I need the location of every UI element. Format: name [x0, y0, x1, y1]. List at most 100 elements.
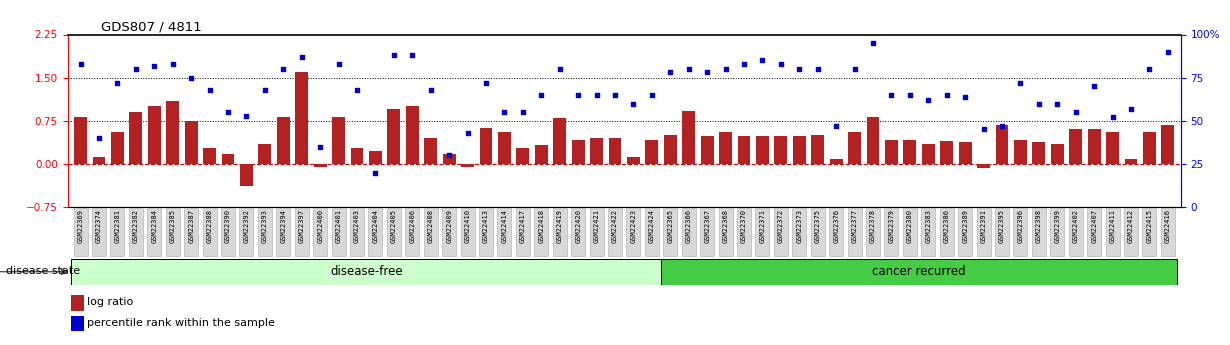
FancyBboxPatch shape [74, 208, 87, 256]
FancyBboxPatch shape [534, 208, 549, 256]
FancyBboxPatch shape [589, 208, 604, 256]
Text: GSM22394: GSM22394 [280, 209, 287, 243]
Point [790, 66, 809, 72]
Bar [535, 146, 547, 164]
Text: GSM22369: GSM22369 [77, 209, 84, 243]
Text: GSM22414: GSM22414 [502, 209, 508, 243]
Bar [940, 141, 953, 164]
Text: GSM22423: GSM22423 [631, 209, 636, 243]
Text: GSM22385: GSM22385 [170, 209, 176, 243]
FancyBboxPatch shape [829, 208, 844, 256]
Bar [775, 136, 787, 164]
Bar [590, 138, 603, 164]
Point [697, 70, 717, 75]
Bar [1050, 144, 1064, 164]
Bar [387, 109, 400, 164]
Point [1066, 109, 1086, 115]
Point [199, 87, 219, 92]
Point [605, 92, 625, 98]
Bar [886, 140, 898, 164]
FancyBboxPatch shape [866, 208, 879, 256]
Text: GSM22420: GSM22420 [576, 209, 581, 243]
Bar [627, 157, 640, 164]
Text: GSM22384: GSM22384 [151, 209, 157, 243]
FancyBboxPatch shape [1032, 208, 1046, 256]
Text: GSM22381: GSM22381 [114, 209, 121, 243]
FancyBboxPatch shape [332, 208, 346, 256]
Bar [1143, 132, 1156, 164]
Point [328, 61, 348, 67]
FancyBboxPatch shape [811, 208, 825, 256]
Point [845, 66, 865, 72]
Point [476, 80, 496, 86]
FancyBboxPatch shape [497, 208, 512, 256]
Text: GSM22379: GSM22379 [888, 209, 894, 243]
Point [365, 170, 385, 175]
Text: GSM22411: GSM22411 [1109, 209, 1116, 243]
Point [421, 87, 440, 92]
Point [679, 66, 699, 72]
Text: GSM22378: GSM22378 [870, 209, 876, 243]
Point [236, 113, 256, 118]
Point [827, 123, 846, 129]
Text: GSM22410: GSM22410 [465, 209, 471, 243]
Bar [921, 144, 935, 164]
FancyBboxPatch shape [405, 208, 419, 256]
Point [624, 101, 643, 106]
Text: GSM22377: GSM22377 [851, 209, 857, 243]
Bar [406, 106, 418, 164]
Bar [1124, 159, 1138, 164]
Point [70, 61, 90, 67]
Text: GSM22366: GSM22366 [686, 209, 691, 243]
Text: GSM22416: GSM22416 [1165, 209, 1171, 243]
FancyBboxPatch shape [387, 208, 401, 256]
Bar [995, 125, 1009, 164]
Point [863, 40, 883, 46]
Text: GSM22374: GSM22374 [96, 209, 102, 243]
Bar [92, 157, 106, 164]
FancyBboxPatch shape [111, 208, 124, 256]
Point [310, 144, 330, 149]
FancyBboxPatch shape [1014, 208, 1027, 256]
Text: GSM22408: GSM22408 [428, 209, 434, 243]
Bar [738, 136, 750, 164]
Text: disease state: disease state [6, 266, 80, 276]
Bar [277, 117, 290, 164]
Point [292, 54, 311, 60]
Text: GSM22415: GSM22415 [1146, 209, 1153, 243]
Point [255, 87, 274, 92]
FancyBboxPatch shape [1143, 208, 1156, 256]
Bar [480, 128, 492, 164]
FancyBboxPatch shape [129, 208, 143, 256]
FancyBboxPatch shape [184, 208, 198, 256]
Text: GSM22372: GSM22372 [777, 209, 784, 243]
Bar [554, 118, 566, 164]
Bar [74, 117, 87, 164]
Point [531, 92, 551, 98]
Point [882, 92, 902, 98]
FancyBboxPatch shape [571, 208, 585, 256]
Bar [609, 138, 621, 164]
Bar [849, 132, 861, 164]
Text: GSM22396: GSM22396 [1017, 209, 1023, 243]
Bar [1161, 125, 1175, 164]
Bar [646, 140, 658, 164]
FancyBboxPatch shape [203, 208, 216, 256]
Bar [461, 164, 474, 167]
Text: GSM22388: GSM22388 [207, 209, 213, 243]
Text: GSM22387: GSM22387 [188, 209, 194, 243]
Text: GSM22375: GSM22375 [814, 209, 820, 243]
Text: GSM22367: GSM22367 [704, 209, 710, 243]
FancyBboxPatch shape [423, 208, 438, 256]
Text: GSM22401: GSM22401 [336, 209, 342, 243]
Bar [812, 135, 824, 164]
Text: GSM22403: GSM22403 [354, 209, 360, 243]
Point [1159, 49, 1178, 55]
FancyBboxPatch shape [1050, 208, 1064, 256]
Point [218, 109, 237, 115]
FancyBboxPatch shape [700, 208, 715, 256]
FancyBboxPatch shape [755, 208, 770, 256]
Text: GSM22400: GSM22400 [317, 209, 323, 243]
Text: GSM22419: GSM22419 [557, 209, 562, 243]
Bar [71, 259, 661, 285]
